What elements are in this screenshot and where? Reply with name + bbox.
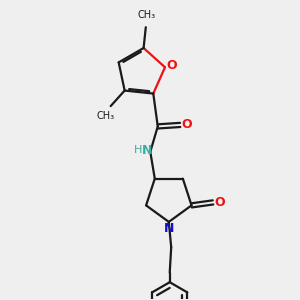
Text: CH₃: CH₃ <box>137 11 155 20</box>
Text: O: O <box>166 59 177 72</box>
Text: N: N <box>164 222 174 235</box>
Text: O: O <box>182 118 192 131</box>
Text: O: O <box>214 196 225 209</box>
Text: N: N <box>142 144 152 157</box>
Text: CH₃: CH₃ <box>97 111 115 121</box>
Text: H: H <box>134 145 142 155</box>
